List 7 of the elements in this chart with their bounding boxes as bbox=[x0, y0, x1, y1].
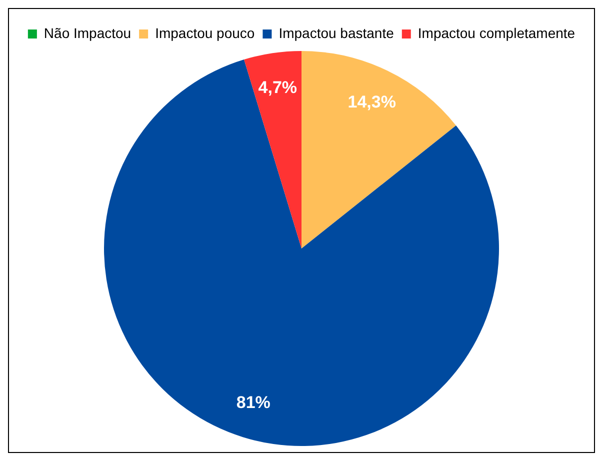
data-label: 14,3% bbox=[348, 92, 396, 112]
data-label: 81% bbox=[236, 392, 270, 412]
legend-label: Não Impactou bbox=[44, 24, 132, 41]
legend-label: Impactou pouco bbox=[155, 24, 255, 41]
legend-label: Impactou completamente bbox=[418, 24, 576, 41]
legend-label: Impactou bastante bbox=[278, 24, 394, 41]
data-label: 4,7% bbox=[258, 78, 298, 97]
